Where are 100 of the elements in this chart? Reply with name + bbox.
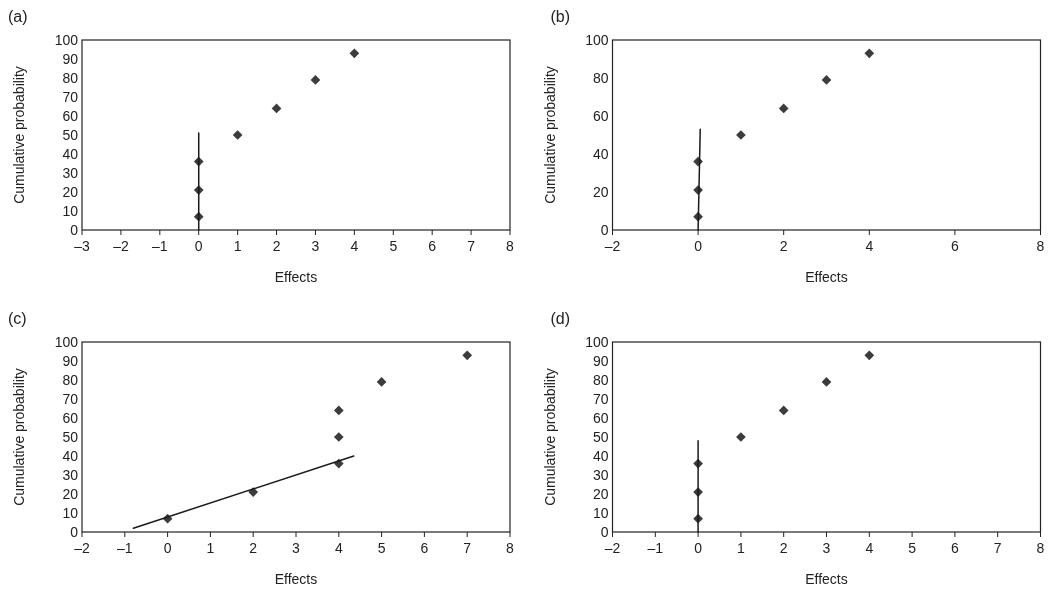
- x-tick-label: 8: [506, 238, 515, 254]
- y-tick-label: 90: [62, 50, 79, 67]
- point: [864, 350, 875, 361]
- y-tick-label: 100: [585, 333, 609, 350]
- x-tick-label: 5: [377, 540, 386, 556]
- x-tick-label: 6: [420, 540, 429, 556]
- x-tick-label: –2: [604, 540, 621, 556]
- point: [821, 377, 832, 387]
- y-tick-label: 10: [62, 504, 79, 521]
- point: [821, 75, 832, 85]
- y-tick-label: 40: [592, 447, 609, 464]
- x-tick-label: 5: [389, 238, 398, 254]
- x-tick-label: 6: [951, 238, 959, 254]
- y-tick-label: 20: [592, 485, 609, 502]
- y-tick-label: 0: [600, 523, 609, 540]
- x-tick-label: 4: [350, 238, 359, 254]
- y-tick-label: 0: [70, 523, 79, 540]
- y-tick-label: 0: [70, 221, 79, 238]
- x-tick-label: 0: [694, 540, 703, 556]
- y-tick-label: 30: [62, 466, 79, 483]
- x-tick-label: 1: [737, 540, 745, 556]
- y-tick-label: 30: [62, 164, 79, 181]
- y-tick-label: 10: [62, 202, 79, 219]
- x-tick-label: 2: [249, 540, 258, 556]
- x-tick-label: 6: [428, 238, 437, 254]
- y-tick-label: 60: [592, 107, 609, 124]
- x-tick-label: 1: [233, 238, 242, 254]
- y-tick-label: 70: [592, 390, 609, 407]
- y-tick-label: 100: [54, 333, 79, 350]
- y-tick-label: 100: [54, 31, 79, 48]
- x-axis-title: Effects: [274, 269, 318, 285]
- y-tick-label: 20: [62, 485, 79, 502]
- y-tick-label: 40: [592, 145, 609, 162]
- x-tick-label: –1: [117, 540, 133, 556]
- x-tick-label: 4: [865, 238, 874, 254]
- y-tick-label: 80: [62, 69, 79, 86]
- chart-title: (b): [550, 8, 571, 25]
- y-tick-label: 70: [62, 390, 79, 407]
- y-tick-label: 50: [592, 428, 609, 445]
- x-tick-label: 8: [1036, 238, 1045, 254]
- x-tick-label: 4: [334, 540, 343, 556]
- x-tick-label: 6: [951, 540, 959, 556]
- x-tick-label: –3: [74, 238, 90, 254]
- x-tick-label: –1: [647, 540, 664, 556]
- chart-title: (a): [8, 8, 28, 25]
- y-tick-label: 50: [62, 126, 79, 143]
- x-tick-label: 2: [779, 540, 788, 556]
- y-tick-label: 80: [592, 69, 609, 86]
- x-tick-label: 3: [311, 238, 320, 254]
- y-tick-label: 60: [592, 409, 609, 426]
- y-tick-label: 0: [600, 221, 609, 238]
- chart-title: (c): [8, 310, 27, 327]
- x-tick-label: 8: [506, 540, 515, 556]
- point: [310, 75, 321, 85]
- y-axis-title: Cumulative probability: [11, 368, 27, 506]
- y-tick-label: 20: [62, 183, 79, 200]
- x-tick-label: 0: [194, 238, 203, 254]
- point: [333, 458, 344, 469]
- x-tick-label: 3: [292, 540, 301, 556]
- x-tick-label: 7: [463, 540, 472, 556]
- point: [462, 350, 473, 361]
- x-axis-title: Effects: [274, 571, 318, 587]
- y-tick-label: 90: [592, 352, 609, 369]
- x-tick-label: –2: [604, 238, 621, 254]
- y-tick-label: 30: [592, 466, 609, 483]
- x-tick-label: 4: [865, 540, 874, 556]
- x-axis-title: Effects: [805, 269, 848, 285]
- point: [376, 377, 387, 387]
- y-tick-label: 60: [62, 409, 79, 426]
- y-tick-label: 50: [62, 428, 79, 445]
- point: [778, 405, 789, 416]
- point: [333, 405, 344, 416]
- point: [864, 48, 875, 59]
- x-tick-label: 1: [206, 540, 215, 556]
- point: [232, 130, 243, 140]
- point: [778, 103, 789, 114]
- y-tick-label: 80: [592, 371, 609, 388]
- y-tick-label: 90: [62, 352, 79, 369]
- y-axis-title: Cumulative probability: [541, 368, 558, 506]
- y-axis-title: Cumulative probability: [541, 66, 558, 204]
- y-tick-label: 40: [62, 145, 79, 162]
- x-tick-label: 3: [822, 540, 831, 556]
- y-tick-label: 10: [592, 504, 609, 521]
- y-axis-title: Cumulative probability: [11, 66, 27, 204]
- x-tick-label: 7: [993, 540, 1002, 556]
- x-tick-label: 2: [272, 238, 281, 254]
- chart-title: (d): [550, 310, 571, 327]
- x-axis-title: Effects: [805, 571, 848, 587]
- x-tick-label: 8: [1036, 540, 1045, 556]
- point: [333, 432, 344, 442]
- y-tick-label: 40: [62, 447, 79, 464]
- x-tick-label: –2: [113, 238, 129, 254]
- x-tick-label: –2: [74, 540, 90, 556]
- x-tick-label: 5: [908, 540, 917, 556]
- x-tick-label: 2: [779, 238, 788, 254]
- y-tick-label: 60: [62, 107, 79, 124]
- y-tick-label: 20: [592, 183, 609, 200]
- y-tick-label: 70: [62, 88, 79, 105]
- x-tick-label: 7: [467, 238, 476, 254]
- x-tick-label: 0: [163, 540, 172, 556]
